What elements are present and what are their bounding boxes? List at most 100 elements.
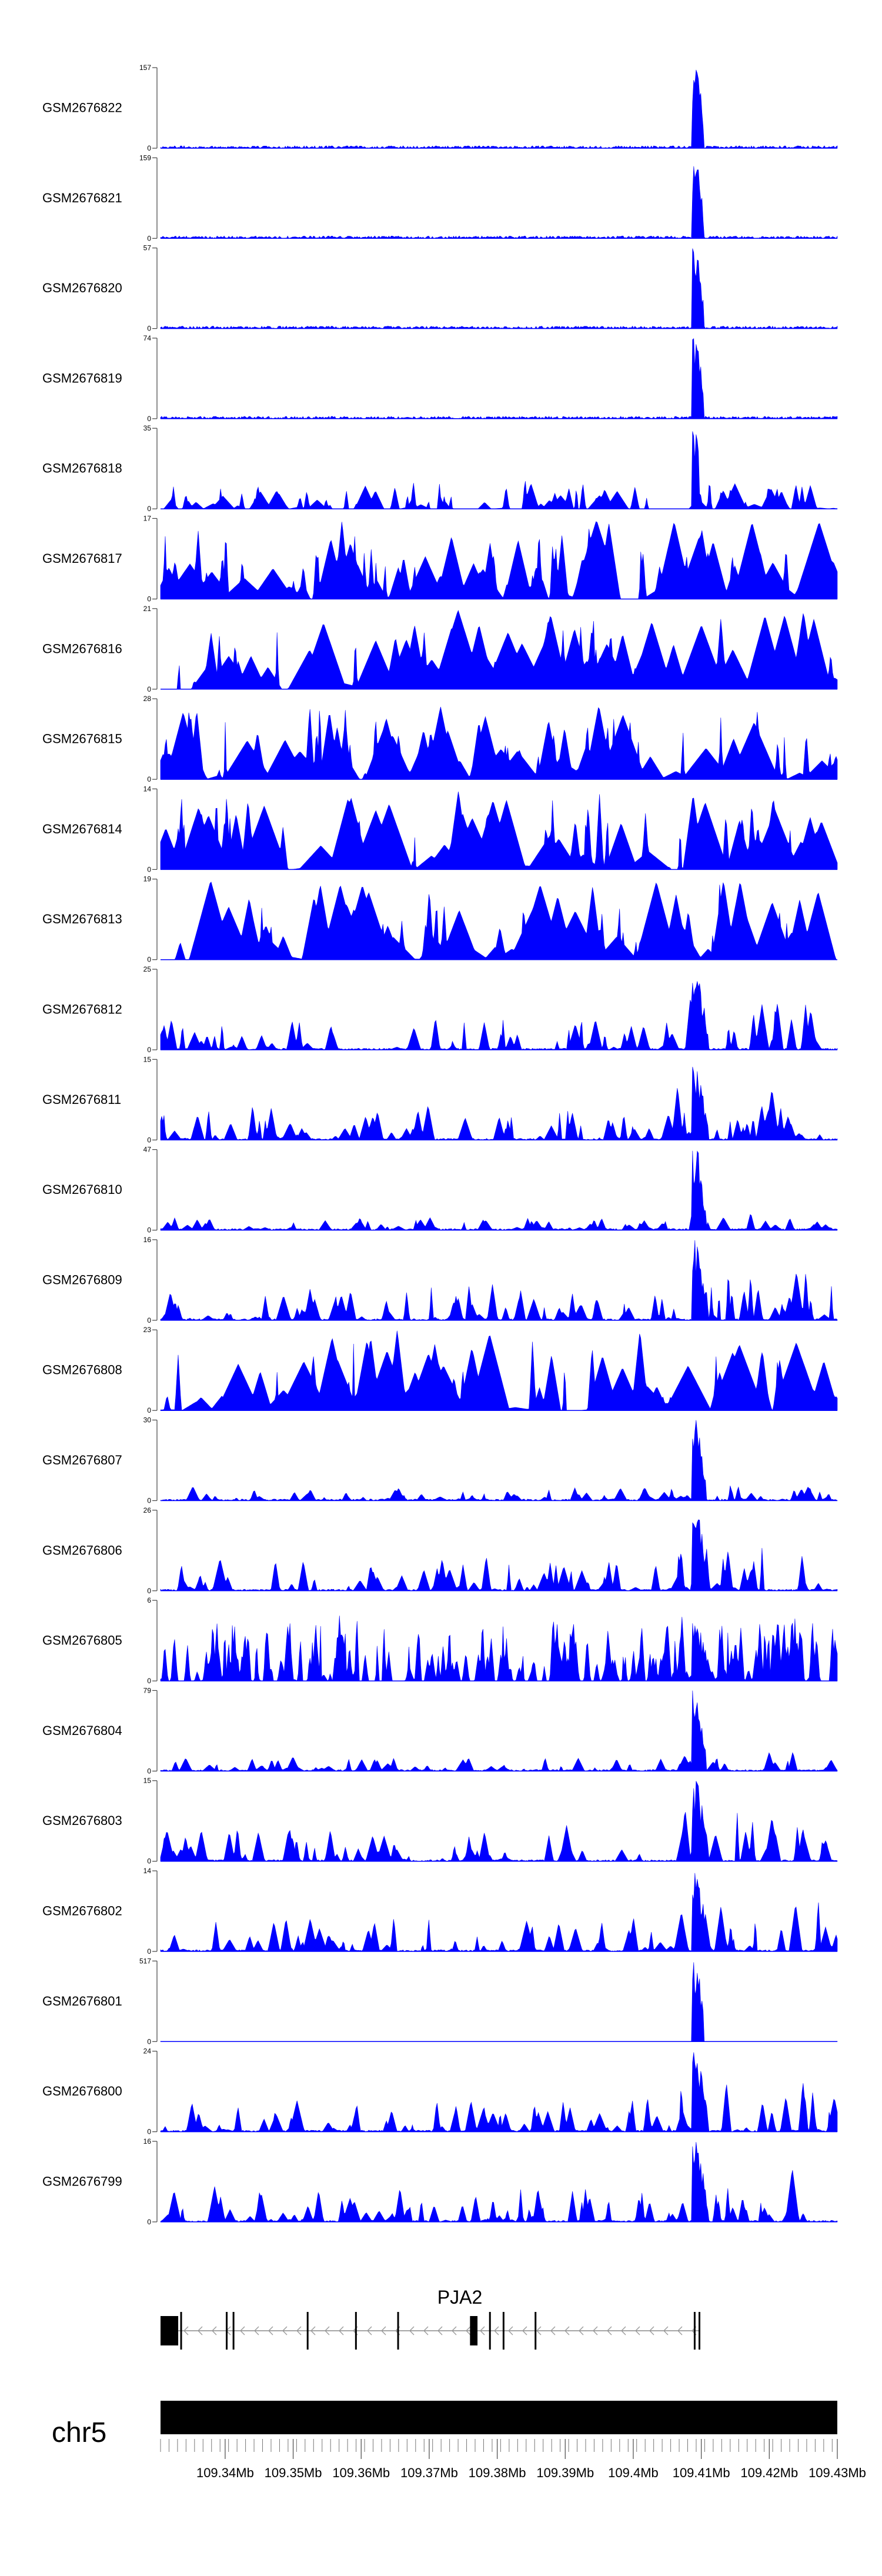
track-label: GSM2676816 bbox=[42, 641, 122, 656]
track-label: GSM2676809 bbox=[42, 1272, 122, 1287]
track-label: GSM2676799 bbox=[42, 2174, 122, 2188]
y-min-label: 0 bbox=[147, 685, 151, 693]
coverage-tracks: GSM2676822 157 0 GSM2676821 159 0 GSM2676820 57… bbox=[42, 64, 838, 2226]
x-tick-label: 109.4Mb bbox=[608, 2465, 659, 2480]
y-max-label: 6 bbox=[147, 1596, 151, 1604]
track-label: GSM2676821 bbox=[42, 191, 122, 205]
track-gsm2676803: GSM2676803 15 0 bbox=[42, 1777, 838, 1866]
x-tick-label: 109.39Mb bbox=[536, 2465, 594, 2480]
track-gsm2676805: GSM2676805 6 0 bbox=[42, 1596, 838, 1685]
y-max-label: 17 bbox=[143, 515, 152, 523]
exon bbox=[397, 2312, 399, 2350]
track-label: GSM2676802 bbox=[42, 1904, 122, 1918]
track-label: GSM2676801 bbox=[42, 1994, 122, 2008]
exon bbox=[306, 2312, 309, 2350]
y-max-label: 16 bbox=[143, 1236, 152, 1244]
strand-arrow bbox=[296, 2326, 302, 2335]
exon bbox=[502, 2312, 505, 2350]
y-max-label: 57 bbox=[143, 244, 152, 252]
strand-arrow bbox=[522, 2326, 527, 2335]
y-min-label: 0 bbox=[147, 2037, 151, 2046]
strand-arrow bbox=[409, 2326, 415, 2335]
strand-arrow bbox=[480, 2326, 485, 2335]
y-min-label: 0 bbox=[147, 775, 151, 783]
track-label: GSM2676810 bbox=[42, 1182, 122, 1197]
strand-arrow bbox=[423, 2326, 429, 2335]
coverage-area bbox=[160, 521, 838, 599]
coverage-area bbox=[160, 1066, 838, 1140]
track-label: GSM2676819 bbox=[42, 371, 122, 385]
y-min-label: 0 bbox=[147, 865, 151, 873]
strand-arrow bbox=[452, 2326, 457, 2335]
coverage-area bbox=[160, 2142, 838, 2223]
x-tick-label: 109.41Mb bbox=[673, 2465, 730, 2480]
track-label: GSM2676817 bbox=[42, 551, 122, 566]
exon bbox=[226, 2312, 228, 2350]
track-gsm2676807: GSM2676807 30 0 bbox=[42, 1416, 838, 1505]
strand-arrow bbox=[649, 2326, 654, 2335]
strand-arrow bbox=[310, 2326, 316, 2335]
coverage-area bbox=[160, 338, 838, 419]
y-min-label: 0 bbox=[147, 2218, 151, 2226]
x-tick-label: 109.36Mb bbox=[332, 2465, 390, 2480]
track-label: GSM2676815 bbox=[42, 732, 122, 746]
track-gsm2676811: GSM2676811 15 0 bbox=[42, 1055, 838, 1144]
coverage-area bbox=[160, 706, 838, 780]
track-gsm2676809: GSM2676809 16 0 bbox=[42, 1236, 838, 1324]
y-min-label: 0 bbox=[147, 2128, 151, 2136]
track-label: GSM2676813 bbox=[42, 912, 122, 926]
track-gsm2676815: GSM2676815 28 0 bbox=[42, 695, 838, 783]
y-max-label: 15 bbox=[143, 1055, 152, 1063]
strand-arrow bbox=[508, 2326, 513, 2335]
gene-label: PJA2 bbox=[437, 2287, 482, 2308]
y-min-label: 0 bbox=[147, 1677, 151, 1685]
y-min-label: 0 bbox=[147, 956, 151, 964]
y-min-label: 0 bbox=[147, 1136, 151, 1144]
track-gsm2676817: GSM2676817 17 0 bbox=[42, 515, 838, 603]
gene-annotation-track: PJA2 bbox=[161, 2287, 701, 2350]
strand-arrow bbox=[212, 2326, 217, 2335]
y-min-label: 0 bbox=[147, 1947, 151, 1956]
track-label: GSM2676804 bbox=[42, 1723, 122, 1738]
track-gsm2676820: GSM2676820 57 0 bbox=[42, 244, 838, 333]
x-tick-label: 109.43Mb bbox=[808, 2465, 866, 2480]
strand-arrow bbox=[663, 2326, 669, 2335]
chromosome-label: chr5 bbox=[52, 2417, 106, 2448]
x-tick-label: 109.35Mb bbox=[265, 2465, 322, 2480]
coverage-area bbox=[160, 1240, 838, 1321]
chromosome-band bbox=[161, 2401, 837, 2434]
strand-arrow bbox=[268, 2326, 273, 2335]
track-gsm2676812: GSM2676812 25 0 bbox=[42, 965, 838, 1054]
strand-arrow bbox=[564, 2326, 570, 2335]
coverage-area bbox=[160, 1873, 838, 1952]
y-min-label: 0 bbox=[147, 1857, 151, 1866]
y-max-label: 157 bbox=[139, 64, 151, 72]
track-gsm2676819: GSM2676819 74 0 bbox=[42, 334, 838, 423]
track-label: GSM2676820 bbox=[42, 281, 122, 295]
strand-arrow bbox=[282, 2326, 288, 2335]
y-max-label: 35 bbox=[143, 424, 152, 432]
y-min-label: 0 bbox=[147, 325, 151, 333]
track-label: GSM2676808 bbox=[42, 1363, 122, 1377]
y-max-label: 24 bbox=[143, 2047, 152, 2056]
track-gsm2676818: GSM2676818 35 0 bbox=[42, 424, 838, 513]
track-gsm2676806: GSM2676806 26 0 bbox=[42, 1506, 838, 1595]
strand-arrow bbox=[677, 2326, 683, 2335]
exon bbox=[161, 2316, 179, 2345]
y-min-label: 0 bbox=[147, 1406, 151, 1414]
track-gsm2676821: GSM2676821 159 0 bbox=[42, 154, 838, 242]
y-min-label: 0 bbox=[147, 505, 151, 513]
coverage-area bbox=[160, 2052, 838, 2132]
y-min-label: 0 bbox=[147, 234, 151, 242]
y-min-label: 0 bbox=[147, 1497, 151, 1505]
strand-arrow bbox=[183, 2326, 189, 2335]
strand-arrow bbox=[367, 2326, 372, 2335]
x-tick-label: 109.34Mb bbox=[196, 2465, 254, 2480]
x-tick-label: 109.38Mb bbox=[469, 2465, 526, 2480]
y-min-label: 0 bbox=[147, 1226, 151, 1234]
strand-arrow bbox=[437, 2326, 443, 2335]
strand-arrow bbox=[381, 2326, 386, 2335]
coverage-area bbox=[160, 792, 838, 870]
x-tick-label: 109.37Mb bbox=[400, 2465, 458, 2480]
strand-arrow bbox=[621, 2326, 626, 2335]
